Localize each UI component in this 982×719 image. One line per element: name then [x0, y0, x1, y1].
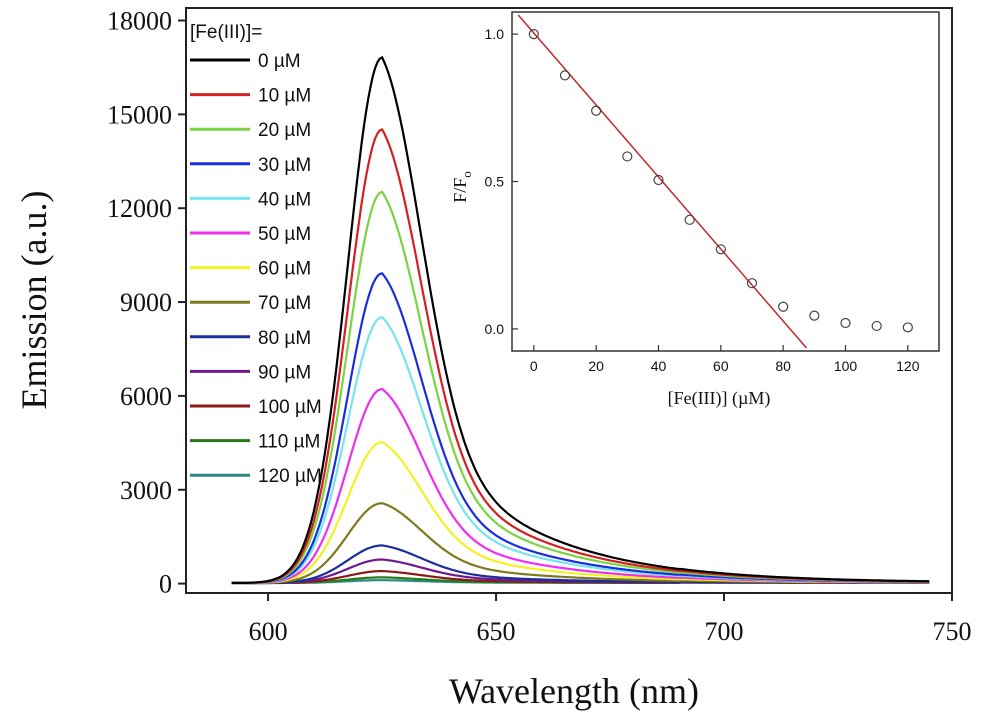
y-tick-label: 12000: [107, 194, 172, 223]
inset-y-ticks: 0.0 0.5 1.0: [485, 26, 518, 337]
inset-data-point: [591, 105, 602, 116]
inset-data-point: [840, 317, 851, 329]
inset-y-tick-label: 0.5: [485, 174, 505, 190]
y-tick-label: 9000: [120, 288, 172, 317]
inset-data-point: [622, 151, 633, 162]
inset-x-tick-label: 60: [713, 358, 729, 374]
y-tick-label: 3000: [120, 476, 172, 505]
inset-y-axis-title-main: F/F: [450, 178, 470, 203]
inset-x-tick-label: 0: [530, 358, 538, 374]
inset-chart: 0.0 0.5 1.0 0 20 40 60 80 100 120 [Fe(III)] (µM)…: [450, 11, 940, 409]
inset-data-point: [871, 320, 882, 332]
main-x-ticks: 600 650 700 750: [249, 593, 972, 646]
legend-title: [Fe(III)]=: [190, 22, 262, 43]
legend-label: 60 µM: [258, 259, 311, 280]
y-tick-label: 15000: [107, 100, 172, 129]
x-tick-label: 650: [477, 617, 516, 646]
inset-y-tick-label: 0.0: [485, 321, 505, 337]
inset-data-point: [559, 70, 571, 81]
x-tick-label: 750: [933, 617, 972, 646]
inset-y-axis-title-sub: o: [459, 171, 474, 178]
legend-label: 110 µM: [258, 432, 320, 453]
y-tick-label: 18000: [107, 7, 172, 36]
inset-frame: [511, 11, 940, 352]
inset-data-point: [684, 214, 695, 225]
legend-label: 70 µM: [258, 293, 311, 314]
legend-label: 10 µM: [258, 86, 311, 107]
legend-label: 0 µM: [258, 51, 301, 72]
inset-data-points: [528, 29, 913, 333]
legend: [Fe(III)]= 0 µM 10 µM 20 µM 30 µM 40 µM 50 µM…: [190, 22, 322, 487]
inset-data-point: [653, 174, 664, 186]
x-axis-title: Wavelength (nm): [449, 671, 699, 711]
legend-label: 80 µM: [258, 328, 311, 349]
inset-x-tick-label: 100: [834, 358, 858, 374]
legend-label: 20 µM: [258, 120, 311, 141]
inset-data-point: [902, 322, 913, 333]
inset-data-point: [528, 29, 539, 40]
legend-label: 120 µM: [258, 466, 322, 487]
main-y-ticks: 0 3000 6000 9000 12000 15000 18000: [107, 7, 186, 599]
x-tick-label: 700: [705, 617, 744, 646]
legend-label: 40 µM: [258, 189, 311, 210]
inset-data-point: [746, 278, 758, 289]
inset-y-axis-title: F/Fo: [450, 171, 474, 203]
inset-x-tick-label: 120: [896, 358, 920, 374]
inset-x-tick-label: 20: [588, 358, 604, 374]
inset-y-tick-label: 1.0: [485, 26, 505, 42]
y-axis-title: Emission (a.u.): [14, 191, 54, 410]
inset-x-ticks: 0 20 40 60 80 100 120: [530, 345, 920, 374]
emission-curve-40M: [231, 315, 930, 585]
inset-x-tick-label: 40: [651, 358, 667, 374]
y-tick-label: 6000: [120, 382, 172, 411]
inset-data-point: [778, 301, 789, 312]
inset-x-tick-label: 80: [775, 358, 791, 374]
emission-curve-0M: [231, 55, 930, 585]
legend-label: 30 µM: [258, 155, 311, 176]
x-tick-label: 600: [249, 617, 288, 646]
main-plot-frame: [185, 7, 953, 594]
legend-label: 90 µM: [258, 362, 311, 383]
legend-label: 50 µM: [258, 224, 311, 245]
emission-curves: [231, 55, 930, 585]
y-tick-label: 0: [159, 570, 172, 599]
inset-x-axis-title: [Fe(III)] (µM): [668, 388, 771, 409]
legend-label: 100 µM: [258, 397, 322, 418]
inset-data-point: [809, 310, 820, 321]
inset-data-point: [715, 244, 726, 255]
